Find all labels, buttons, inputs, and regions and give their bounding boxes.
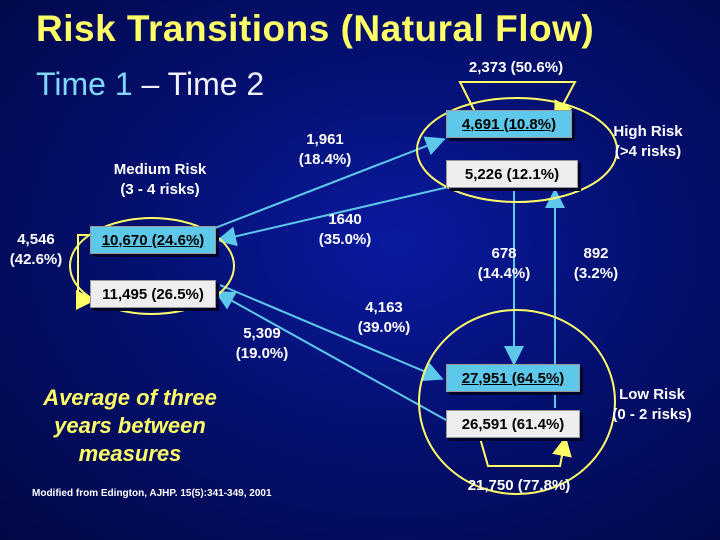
average-note-line3: measures: [78, 441, 182, 466]
flow-medium-to-high-label: 1,961 (18.4%): [280, 130, 370, 170]
medium-risk-label-line2: (3 - 4 risks): [120, 181, 200, 198]
medium-risk-time2-value: 11,495 (26.5%): [102, 285, 204, 303]
flow-medium-to-low-line1: 4,163: [365, 299, 403, 316]
low-risk-time1-box: 27,951 (64.5%): [446, 364, 580, 392]
flow-low-to-medium-label: 5,309 (19.0%): [222, 324, 302, 364]
low-risk-time2-value: 26,591 (61.4%): [461, 415, 565, 433]
high-risk-time2-value: 5,226 (12.1%): [464, 165, 560, 183]
high-risk-oval: [416, 97, 618, 203]
low-risk-oval: [418, 309, 616, 495]
subtitle-time1: Time 1: [36, 66, 133, 102]
medium-risk-time1-value: 10,670 (24.6%): [101, 231, 205, 249]
citation: Modified from Edington, AJHP. 15(5):341-…: [32, 488, 272, 499]
flow-low-to-high-line1: 892: [583, 245, 609, 262]
flow-medium-to-low-label: 4,163 (39.0%): [344, 298, 424, 338]
page-title: Risk Transitions (Natural Flow): [36, 8, 595, 49]
low-risk-label: Low Risk (0 - 2 risks): [592, 385, 712, 425]
medium-risk-time1-box: 10,670 (24.6%): [90, 226, 216, 254]
flow-high-to-low-line1: 678: [491, 245, 517, 262]
high-risk-time1-value: 4,691 (10.8%): [461, 115, 557, 133]
flow-low-to-high-line2: (3.2%): [573, 265, 619, 282]
flow-medium-to-high-line1: 1,961: [306, 131, 344, 148]
flow-high-to-medium-line1: 1640: [328, 211, 362, 228]
medium-risk-oval: [69, 217, 235, 315]
flow-medium-to-high-line2: (18.4%): [298, 151, 352, 168]
high-risk-label-line2: (>4 risks): [614, 143, 682, 160]
high-risk-label: High Risk (>4 risks): [590, 122, 706, 162]
flow-medium-to-low-line2: (39.0%): [357, 319, 411, 336]
medium-risk-stay-label: 4,546 (42.6%): [0, 230, 72, 270]
loop-medium-stay: [76, 234, 96, 310]
flow-high-to-low-label: 678 (14.4%): [464, 244, 544, 284]
medium-risk-time2-box: 11,495 (26.5%): [90, 280, 216, 308]
high-risk-time1-box: 4,691 (10.8%): [446, 110, 572, 138]
flow-low-to-high-label: 892 (3.2%): [556, 244, 636, 284]
flow-low-to-medium-line2: (19.0%): [235, 345, 289, 362]
loop-high-stay: [458, 81, 577, 122]
medium-risk-label-line1: Medium Risk: [113, 161, 207, 178]
medium-risk-stay-line1: 4,546: [17, 231, 55, 248]
low-risk-label-line1: Low Risk: [619, 386, 685, 403]
arrow-medium-to-low: [219, 284, 444, 381]
flow-high-to-low-line2: (14.4%): [477, 265, 531, 282]
average-note-line1: Average of three: [43, 385, 217, 410]
high-risk-time2-box: 5,226 (12.1%): [446, 160, 578, 188]
medium-risk-stay-line2: (42.6%): [9, 251, 63, 268]
arrow-low-to-medium: [214, 291, 456, 426]
page-subtitle: Time 1 – Time 2: [36, 66, 264, 103]
average-note: Average of three years between measures: [20, 384, 240, 468]
loop-low-stay: [479, 436, 572, 467]
subtitle-rest: – Time 2: [132, 66, 265, 102]
high-risk-stay-label: 2,373 (50.6%): [468, 59, 564, 76]
high-risk-label-line1: High Risk: [613, 123, 683, 140]
flow-high-to-medium-line2: (35.0%): [318, 231, 372, 248]
low-risk-time1-value: 27,951 (64.5%): [461, 369, 565, 387]
low-risk-label-line2: (0 - 2 risks): [612, 406, 692, 423]
flow-high-to-medium-label: 1640 (35.0%): [300, 210, 390, 250]
arrow-high-to-medium: [216, 181, 471, 247]
low-risk-stay-label: 21,750 (77.8%): [467, 477, 571, 494]
low-risk-time2-box: 26,591 (61.4%): [446, 410, 580, 438]
flow-low-to-medium-line1: 5,309: [243, 325, 281, 342]
average-note-line2: years between: [54, 413, 206, 438]
medium-risk-label: Medium Risk (3 - 4 risks): [90, 160, 230, 200]
arrow-medium-to-high: [214, 136, 446, 229]
